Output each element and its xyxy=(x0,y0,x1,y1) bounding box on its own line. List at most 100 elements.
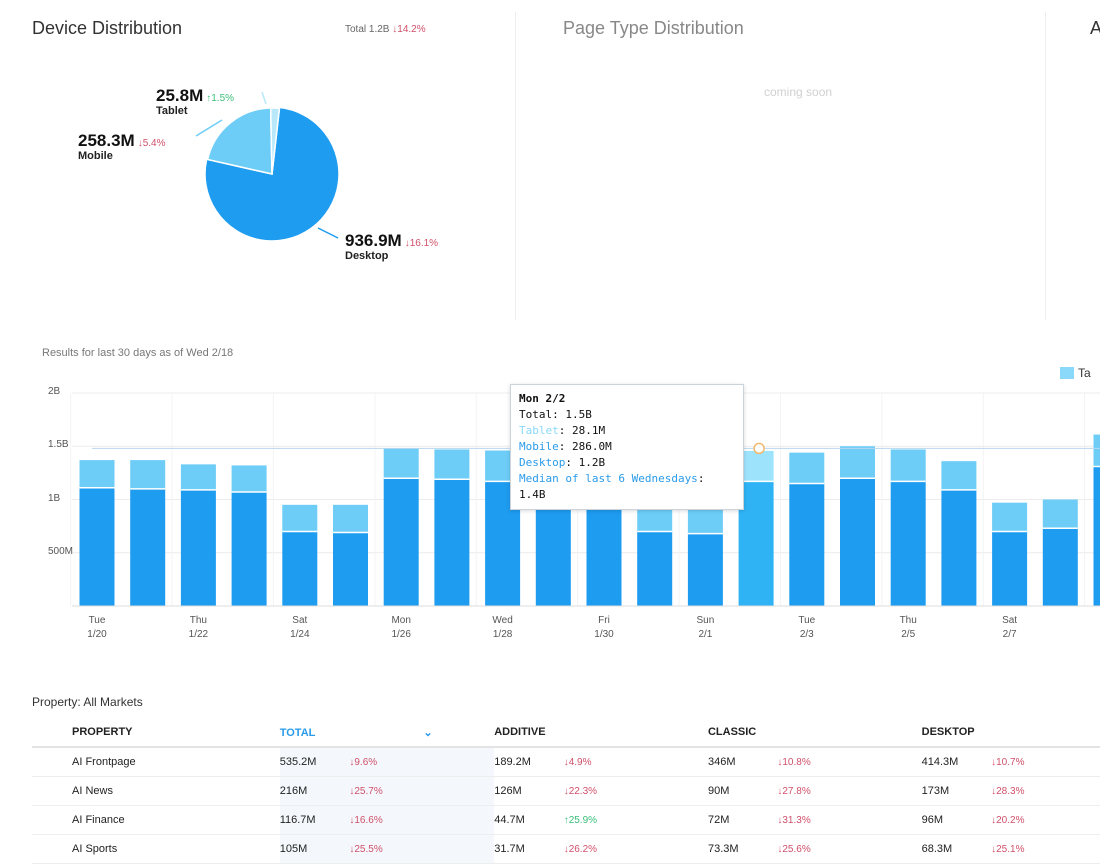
bar-desktop[interactable] xyxy=(688,534,723,606)
x-tick-date: 1/22 xyxy=(178,628,218,642)
change-value: 10.7% xyxy=(996,757,1024,768)
bar-desktop[interactable] xyxy=(941,490,976,606)
property-name-cell: AI Finance xyxy=(32,806,280,835)
additive-value-cell: 31.7M xyxy=(494,835,563,864)
tooltip-total-value: 1.5B xyxy=(565,408,592,421)
property-name-cell: AI News xyxy=(32,777,280,806)
bar-desktop[interactable] xyxy=(637,531,672,606)
bar-mobile[interactable] xyxy=(992,503,1027,532)
bar-desktop[interactable] xyxy=(282,531,317,606)
bar-desktop[interactable] xyxy=(587,507,622,606)
total-change-cell: ↓25.5% xyxy=(349,835,494,864)
x-tick-day: M xyxy=(1091,614,1100,628)
bar-desktop[interactable] xyxy=(434,479,469,606)
tooltip-median-row: Median of last 6 Wednesdays: 1.4B xyxy=(519,471,735,503)
bar-desktop[interactable] xyxy=(789,484,824,606)
header-property[interactable]: PROPERTY xyxy=(32,718,280,747)
change-value: 10.8% xyxy=(782,757,810,768)
bar-desktop[interactable] xyxy=(130,489,165,606)
y-tick-label: 1.5B xyxy=(48,439,69,450)
change-value: 4.9% xyxy=(569,757,592,768)
median-marker xyxy=(754,443,764,453)
bar-mobile[interactable] xyxy=(181,464,216,490)
header-total[interactable]: TOTAL ⌄ xyxy=(280,718,494,747)
x-tick-day: Sun xyxy=(685,614,725,628)
tooltip-desktop-label: Desktop xyxy=(519,456,565,469)
tooltip-desktop-row: Desktop: 1.2B xyxy=(519,455,735,471)
bar-mobile[interactable] xyxy=(384,448,419,478)
header-additive[interactable]: ADDITIVE xyxy=(494,718,708,747)
tooltip-mobile-row: Mobile: 286.0M xyxy=(519,439,735,455)
total-change-cell: ↓16.6% xyxy=(349,806,494,835)
bar-mobile[interactable] xyxy=(333,505,368,533)
tooltip-total-label: Total: xyxy=(519,408,559,421)
bar-desktop[interactable] xyxy=(80,488,115,606)
y-tick-label: 1B xyxy=(48,493,60,504)
bar-mobile[interactable] xyxy=(130,460,165,489)
additive-change-cell: ↓22.3% xyxy=(564,777,708,806)
bar-desktop[interactable] xyxy=(992,531,1027,606)
bar-desktop[interactable] xyxy=(384,478,419,606)
x-tick-day: Thu xyxy=(178,614,218,628)
x-tick-day: Mon xyxy=(381,614,421,628)
desktop-value-cell: 68.3M xyxy=(922,835,991,864)
change-value: 26.2% xyxy=(569,844,597,855)
bar-desktop[interactable] xyxy=(891,481,926,606)
change-value: 22.3% xyxy=(569,786,597,797)
header-classic[interactable]: CLASSIC xyxy=(708,718,922,747)
x-tick-day: Wed xyxy=(483,614,523,628)
x-tick-day: Tue xyxy=(787,614,827,628)
tooltip-tablet-label: Tablet xyxy=(519,424,559,437)
bar-mobile[interactable] xyxy=(1094,435,1100,467)
x-tick-day: Sat xyxy=(280,614,320,628)
bar-desktop[interactable] xyxy=(1094,466,1100,606)
bar-desktop[interactable] xyxy=(181,490,216,606)
bar-mobile[interactable] xyxy=(80,460,115,488)
x-tick-date: 1/30 xyxy=(584,628,624,642)
additive-value-cell: 126M xyxy=(494,777,563,806)
additive-change-cell: ↓4.9% xyxy=(564,747,708,777)
header-desktop[interactable]: DESKTOP xyxy=(922,718,1100,747)
additive-value-cell: 189.2M xyxy=(494,747,563,777)
change-value: 25.7% xyxy=(354,786,382,797)
bar-mobile[interactable] xyxy=(840,446,875,478)
header-total-label: TOTAL xyxy=(280,727,316,739)
bar-mobile[interactable] xyxy=(1043,500,1078,529)
bar-desktop[interactable] xyxy=(232,492,267,606)
desktop-change-cell: ↓10.7% xyxy=(991,747,1100,777)
bar-mobile[interactable] xyxy=(891,449,926,481)
bar-mobile[interactable] xyxy=(434,449,469,479)
x-tick-date: 1/24 xyxy=(280,628,320,642)
bar-mobile[interactable] xyxy=(688,507,723,534)
chevron-down-icon[interactable]: ⌄ xyxy=(423,726,432,739)
x-tick-date: 2 xyxy=(1091,628,1100,642)
classic-value-cell: 346M xyxy=(708,747,777,777)
bar-desktop[interactable] xyxy=(333,533,368,606)
classic-value-cell: 72M xyxy=(708,806,777,835)
bar-mobile[interactable] xyxy=(789,453,824,484)
bar-mobile[interactable] xyxy=(282,505,317,532)
desktop-change-cell: ↓28.3% xyxy=(991,777,1100,806)
change-value: 25.6% xyxy=(782,844,810,855)
bar-mobile[interactable] xyxy=(941,461,976,490)
total-change-cell: ↓25.7% xyxy=(349,777,494,806)
tooltip-tablet-value: 28.1M xyxy=(572,424,605,437)
tooltip-mobile-label: Mobile xyxy=(519,440,559,453)
additive-change-cell: ↑25.9% xyxy=(564,806,708,835)
bar-desktop[interactable] xyxy=(1043,528,1078,606)
y-tick-label: 500M xyxy=(48,546,73,557)
bar-mobile[interactable] xyxy=(232,465,267,492)
x-tick-label: M2 xyxy=(1091,614,1100,642)
property-name-cell: AI Frontpage xyxy=(32,747,280,777)
total-value-cell: 535.2M xyxy=(280,747,350,777)
bar-desktop[interactable] xyxy=(840,478,875,606)
chart-tooltip: Mon 2/2 Total: 1.5B Tablet: 28.1M Mobile… xyxy=(510,384,744,510)
